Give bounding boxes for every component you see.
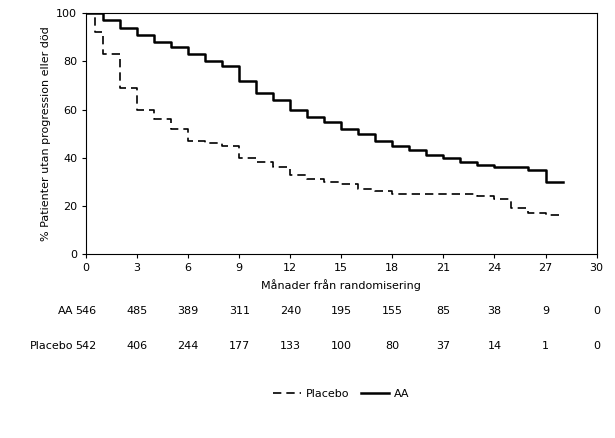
X-axis label: Månader från randomisering: Månader från randomisering [261,279,421,290]
Text: 9: 9 [542,306,549,316]
Text: 133: 133 [280,341,301,351]
Text: 244: 244 [178,341,199,351]
Text: 80: 80 [386,341,399,351]
Text: 546: 546 [76,306,97,316]
Text: 0: 0 [593,306,600,316]
Text: 1: 1 [542,341,549,351]
Text: 155: 155 [382,306,403,316]
Text: 406: 406 [127,341,148,351]
Text: 38: 38 [488,306,501,316]
Text: 542: 542 [76,341,97,351]
Text: 485: 485 [127,306,148,316]
Text: 14: 14 [488,341,501,351]
Text: 240: 240 [280,306,301,316]
Text: AA: AA [58,306,74,316]
Text: 195: 195 [331,306,352,316]
Legend: Placebo, AA: Placebo, AA [269,385,414,404]
Text: 100: 100 [331,341,352,351]
Text: 311: 311 [229,306,250,316]
Text: 85: 85 [437,306,450,316]
Text: 389: 389 [178,306,199,316]
Text: 37: 37 [437,341,450,351]
Y-axis label: % Patienter utan progression eller död: % Patienter utan progression eller död [41,26,50,241]
Text: 177: 177 [229,341,250,351]
Text: 0: 0 [593,341,600,351]
Text: Placebo: Placebo [30,341,74,351]
